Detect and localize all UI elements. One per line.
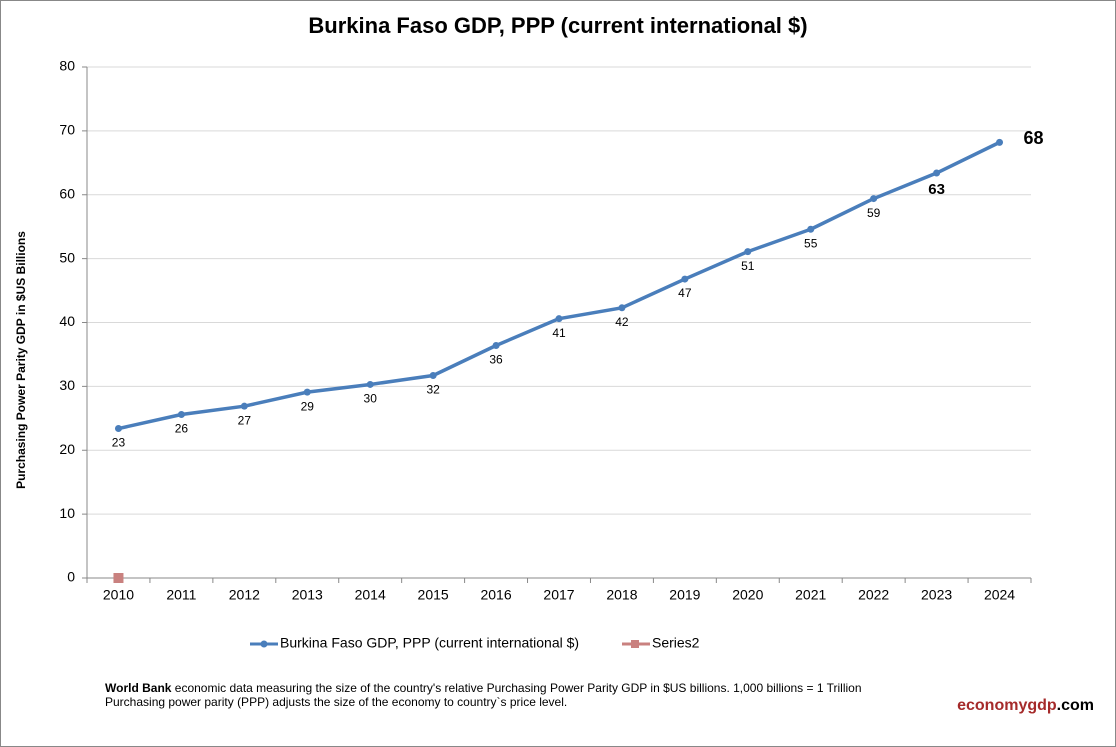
y-tick-label: 60: [59, 185, 75, 201]
y-tick-label: 20: [59, 441, 75, 457]
point: [177, 410, 185, 418]
y-axis-title: Purchasing Power Parity GDP in $US Billi…: [14, 231, 28, 489]
point: [114, 425, 122, 433]
data-label: 26: [175, 422, 189, 436]
data-label: 59: [867, 206, 881, 220]
x-tick-label: 2011: [166, 587, 196, 603]
legend-label: Burkina Faso GDP, PPP (current internati…: [280, 635, 579, 651]
x-tick-label: 2020: [732, 587, 763, 603]
data-label: 23: [112, 436, 126, 450]
point: [996, 138, 1004, 146]
footer-note: World Bank economic data measuring the s…: [105, 681, 862, 695]
point: [681, 275, 689, 283]
x-tick-label: 2012: [229, 587, 260, 603]
legend-marker: [631, 640, 639, 648]
x-tick-label: 2024: [984, 587, 1015, 603]
legend-label: Series2: [652, 635, 700, 651]
footer-source: World Bank: [105, 681, 172, 695]
data-label: 63: [928, 181, 945, 198]
brand-suffix: .com: [1057, 697, 1094, 714]
point: [870, 195, 878, 203]
x-tick-label: 2013: [292, 587, 323, 603]
x-tick-label: 2018: [606, 587, 637, 603]
legend-marker: [260, 640, 268, 648]
x-tick-label: 2021: [795, 587, 826, 603]
footer-note-line1: economic data measuring the size of the …: [171, 681, 861, 695]
y-tick-label: 50: [59, 249, 75, 265]
point: [618, 304, 626, 312]
y-tick-label: 0: [67, 569, 75, 585]
data-label: 29: [301, 399, 315, 413]
point: [429, 372, 437, 380]
data-label: 47: [678, 286, 692, 300]
point: [113, 573, 124, 583]
x-tick-label: 2019: [669, 587, 700, 603]
point: [240, 402, 248, 410]
x-tick-label: 2016: [480, 587, 511, 603]
point: [303, 388, 311, 396]
data-label: 41: [552, 326, 566, 340]
brand-main: economygdp: [957, 697, 1057, 714]
data-label: 27: [238, 413, 252, 427]
point: [807, 225, 815, 233]
point: [366, 380, 374, 388]
data-label: 30: [364, 392, 378, 406]
data-label: 51: [741, 259, 755, 273]
x-tick-label: 2010: [103, 587, 134, 603]
y-tick-label: 80: [59, 58, 75, 74]
footer-note-line2: Purchasing power parity (PPP) adjusts th…: [105, 695, 567, 709]
x-tick-label: 2022: [858, 587, 889, 603]
x-tick-label: 2015: [418, 587, 449, 603]
x-tick-label: 2017: [543, 587, 574, 603]
y-tick-label: 70: [59, 122, 75, 138]
data-label: 55: [804, 236, 818, 250]
x-tick-label: 2023: [921, 587, 952, 603]
x-tick-label: 2014: [355, 587, 386, 603]
point: [744, 248, 752, 256]
point: [933, 169, 941, 177]
chart-title: Burkina Faso GDP, PPP (current internati…: [308, 13, 807, 38]
data-label: 32: [426, 383, 440, 397]
data-label: 36: [489, 353, 503, 367]
data-label: 42: [615, 315, 629, 329]
brand: economygdp.com: [957, 697, 1094, 714]
y-tick-label: 10: [59, 505, 75, 521]
data-label: 68: [1024, 128, 1044, 148]
point: [555, 315, 563, 323]
point: [492, 341, 500, 349]
y-tick-label: 30: [59, 377, 75, 393]
y-tick-label: 40: [59, 313, 75, 329]
